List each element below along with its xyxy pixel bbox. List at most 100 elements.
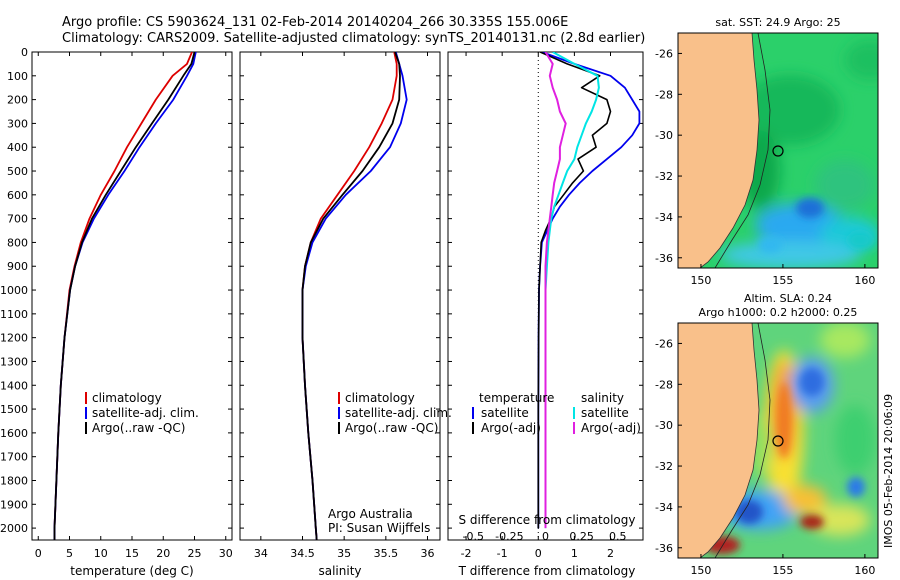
sla-map-subtitle: Argo h1000: 0.2 h2000: 0.25 [699,306,858,319]
map-lat-label: -36 [655,252,673,265]
s-difference-tick-label: 0.25 [569,530,594,543]
imos-timestamp: IMOS 05-Feb-2014 20:06:09 [882,394,895,548]
depth-tick-label: 2000 [0,522,28,535]
temperature-axis-tick-label: 25 [188,547,202,560]
series-line-satellite-salinity- [544,52,600,529]
depth-tick-label: 1700 [0,451,28,464]
series-line-argo-raw-qc- [53,52,196,540]
temperature-profiles [53,52,197,540]
temperature-axis-tick-label: 5 [66,547,73,560]
argo-position-marker [772,145,784,157]
s-difference-tick-label: -0.5 [463,530,484,543]
depth-tick-label: 100 [7,70,28,83]
temperature-axis-tick-label: 30 [219,547,233,560]
map-lat-label: -32 [655,170,673,183]
temperature-legend: climatology satellite-adj. clim. Argo(..… [85,391,199,435]
legend-argo: Argo(..raw -QC) [345,421,438,435]
legend-t-satellite: satellite [481,406,529,420]
depth-tick-label: 600 [7,189,28,202]
map-lat-label: -36 [655,542,673,555]
t-difference-axis-tick-label: -1 [497,547,508,560]
depth-tick-label: 300 [7,117,28,130]
map-lat-label: -26 [655,47,673,60]
sst-map [678,33,878,268]
depth-tick-label: 1300 [0,355,28,368]
s-difference-axis-label: S difference from climatology [459,513,636,527]
temperature-axis-tick-label: 10 [94,547,108,560]
map-lat-label: -28 [655,88,673,101]
depth-tick-label: 1500 [0,403,28,416]
map-lat-label: -34 [655,501,673,514]
legend-satellite: satellite-adj. clim. [345,406,452,420]
legend-climatology: climatology [92,391,162,405]
salinity-axis-tick-label: 34.5 [290,547,315,560]
climatology-subtitle: Climatology: CARS2009. Satellite-adjuste… [62,31,645,46]
map-lon-label: 150 [690,564,711,577]
salinity-axis-tick-label: 36 [421,547,435,560]
map-lat-label: -26 [655,337,673,350]
map-lat-label: -32 [655,460,673,473]
legend-s-satellite: satellite [581,406,629,420]
depth-tick-label: 1400 [0,379,28,392]
sla-map-frame [677,322,879,559]
difference-legend: temperature salinity satellite Argo(-adj… [472,391,641,435]
depth-tick-label: 1900 [0,498,28,511]
series-line-climatology [53,52,193,540]
depth-axis: 0 100 200 300 400 500 600 700 800 900 1000 1100 1200… [0,46,643,535]
depth-tick-label: 200 [7,94,28,107]
salinity-x-axis: 34 34.5 35 35.5 36 [254,52,435,560]
map-lat-label: -34 [655,211,673,224]
salinity-panel-frame [239,51,441,541]
depth-tick-label: 700 [7,213,28,226]
depth-tick-label: 1600 [0,427,28,440]
t-difference-axis-tick-label: -2 [461,547,472,560]
map-lon-label: 160 [854,274,875,287]
temperature-axis-tick-label: 15 [125,547,139,560]
map-lon-label: 150 [690,274,711,287]
map-lon-label: 160 [854,564,875,577]
legend-t-argo: Argo(-adj) [481,421,541,435]
t-difference-axis-tick-label: 0 [535,547,542,560]
t-difference-axis-label: T difference from climatology [458,564,636,578]
s-difference-tick-label: 0 [542,530,549,543]
depth-tick-label: 500 [7,165,28,178]
difference-profiles [537,52,641,540]
map-lon-label: 155 [772,564,793,577]
salinity-legend: climatology satellite-adj. clim. Argo(..… [338,391,452,435]
legend-climatology: climatology [345,391,415,405]
profile-title: Argo profile: CS 5903624_131 02-Feb-2014… [62,15,568,30]
legend-satellite: satellite-adj. clim. [92,406,199,420]
credit-line-2: PI: Susan Wijffels [328,521,430,535]
legend-s-argo: Argo(-adj) [581,421,641,435]
salinity-axis-tick-label: 35.5 [374,547,399,560]
map-lat-label: -30 [655,419,673,432]
legend-salinity-title: salinity [581,391,624,405]
legend-temperature-title: temperature [479,391,554,405]
sla-map-title: Altim. SLA: 0.24 [744,292,832,305]
temperature-panel-frame [31,51,233,541]
series-line-satellite-temperature- [537,52,641,529]
series-line-argo-raw-qc- [301,52,401,540]
depth-tick-label: 800 [7,236,28,249]
sst-map-title: sat. SST: 24.9 Argo: 25 [715,16,840,29]
series-line-argo-adj-temperature- [537,52,612,529]
s-difference-tick-label: 0.5 [609,530,627,543]
series-line-argo-adj-salinity- [544,52,567,529]
depth-tick-label: 900 [7,260,28,273]
depth-tick-label: 1100 [0,308,28,321]
sla-map-axes: -26 -28 -30 -32 -34 -36 150 155 160 [655,337,875,577]
salinity-axis-tick-label: 35 [337,547,351,560]
sst-map-axes: -26 -28 -30 -32 -34 -36 150 155 160 [655,47,875,287]
depth-tick-label: 1800 [0,474,28,487]
argo-position-marker [772,435,784,447]
s-difference-tick-label: -0.25 [495,530,523,543]
sla-map [678,323,878,558]
difference-x-axis: -2 -1 0 1 2 -0.5 -0.25 0 0.25 0.5 [461,52,627,560]
map-lat-label: -30 [655,129,673,142]
depth-tick-label: 0 [21,46,28,59]
legend-argo: Argo(..raw -QC) [92,421,185,435]
map-lon-label: 155 [772,274,793,287]
credit-line-1: Argo Australia [328,507,413,521]
map-lat-label: -28 [655,378,673,391]
